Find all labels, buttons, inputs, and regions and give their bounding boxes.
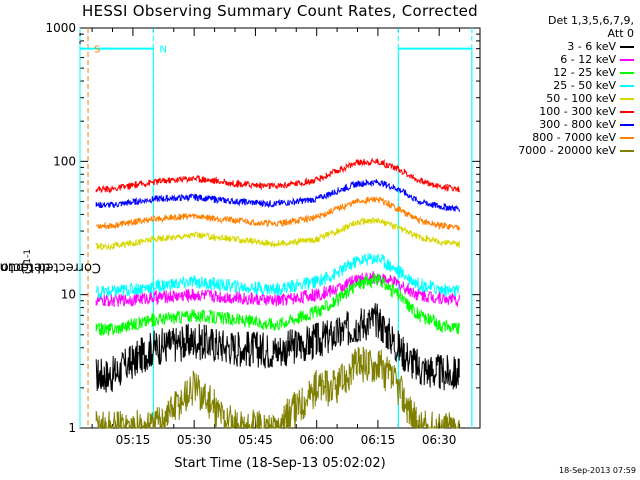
y-axis-label-end: ): [20, 259, 26, 275]
y-tick-label: 100: [53, 154, 76, 168]
legend-entry-label: 50 - 100 keV: [546, 92, 616, 105]
legend-entry-label: 25 - 50 keV: [553, 79, 616, 92]
legend-entry: 6 - 12 keV: [482, 53, 634, 66]
flag-label-s: S: [94, 45, 100, 56]
legend-entry-label: 300 - 800 keV: [539, 118, 616, 131]
series-line-5: [95, 157, 460, 194]
legend-entry: 3 - 6 keV: [482, 40, 634, 53]
series-line-0: [95, 303, 460, 393]
legend-entries: 3 - 6 keV 6 - 12 keV 12 - 25 keV 25 - 50 ke…: [482, 40, 634, 157]
legend-swatch: [620, 123, 634, 126]
legend-entry: 100 - 300 keV: [482, 105, 634, 118]
generated-timestamp: 18-Sep-2013 07:59: [559, 466, 636, 475]
y-tick-label: 10: [61, 288, 76, 302]
legend-header-2: Att 0: [607, 27, 634, 40]
legend-entry-label: 3 - 6 keV: [567, 40, 616, 53]
legend-entry: 7000 - 20000 keV: [482, 144, 634, 157]
series-line-2: [95, 273, 460, 336]
legend-entry-label: 100 - 300 keV: [539, 105, 616, 118]
legend-entry: 50 - 100 keV: [482, 92, 634, 105]
y-axis-label-sup2: -1: [22, 249, 33, 258]
series-line-7: [95, 195, 460, 231]
legend-entry-label: 7000 - 20000 keV: [518, 144, 616, 157]
chart-title: HESSI Observing Summary Count Rates, Cor…: [82, 2, 478, 20]
legend-swatch: [620, 45, 634, 48]
x-tick-label: 06:15: [361, 433, 396, 447]
legend-header-1: Det 1,3,5,6,7,9,: [547, 14, 634, 27]
x-axis-label: Start Time (18-Sep-13 05:02:02): [174, 456, 386, 471]
legend-entry: 12 - 25 keV: [482, 66, 634, 79]
legend-swatch: [620, 136, 634, 139]
flag-label-n: N: [159, 45, 166, 56]
y-tick-label: 1000: [45, 21, 76, 35]
legend-entry-label: 800 - 7000 keV: [532, 131, 616, 144]
legend-swatch: [620, 149, 634, 152]
x-tick-label: 06:30: [422, 433, 457, 447]
legend-entry-label: 6 - 12 keV: [560, 53, 616, 66]
legend-entry: 800 - 7000 keV: [482, 131, 634, 144]
legend-swatch: [620, 71, 634, 74]
legend: Det 1,3,5,6,7,9, Att 0 3 - 6 keV 6 - 12 k…: [482, 14, 634, 157]
legend-swatch: [620, 97, 634, 100]
legend-entry: 300 - 800 keV: [482, 118, 634, 131]
legend-swatch: [620, 110, 634, 113]
x-tick-label: 05:30: [177, 433, 212, 447]
legend-entry-label: 12 - 25 keV: [553, 66, 616, 79]
x-tick-label: 05:15: [116, 433, 151, 447]
legend-swatch: [620, 58, 634, 61]
y-tick-label: 1: [68, 421, 76, 435]
legend-entry: 25 - 50 keV: [482, 79, 634, 92]
legend-swatch: [620, 84, 634, 87]
x-tick-label: 06:00: [299, 433, 334, 447]
series-line-4: [95, 216, 460, 251]
series-line-6: [95, 178, 460, 212]
series-line-3: [95, 253, 460, 299]
x-tick-label: 05:45: [238, 433, 273, 447]
series-line-8: [95, 346, 460, 430]
